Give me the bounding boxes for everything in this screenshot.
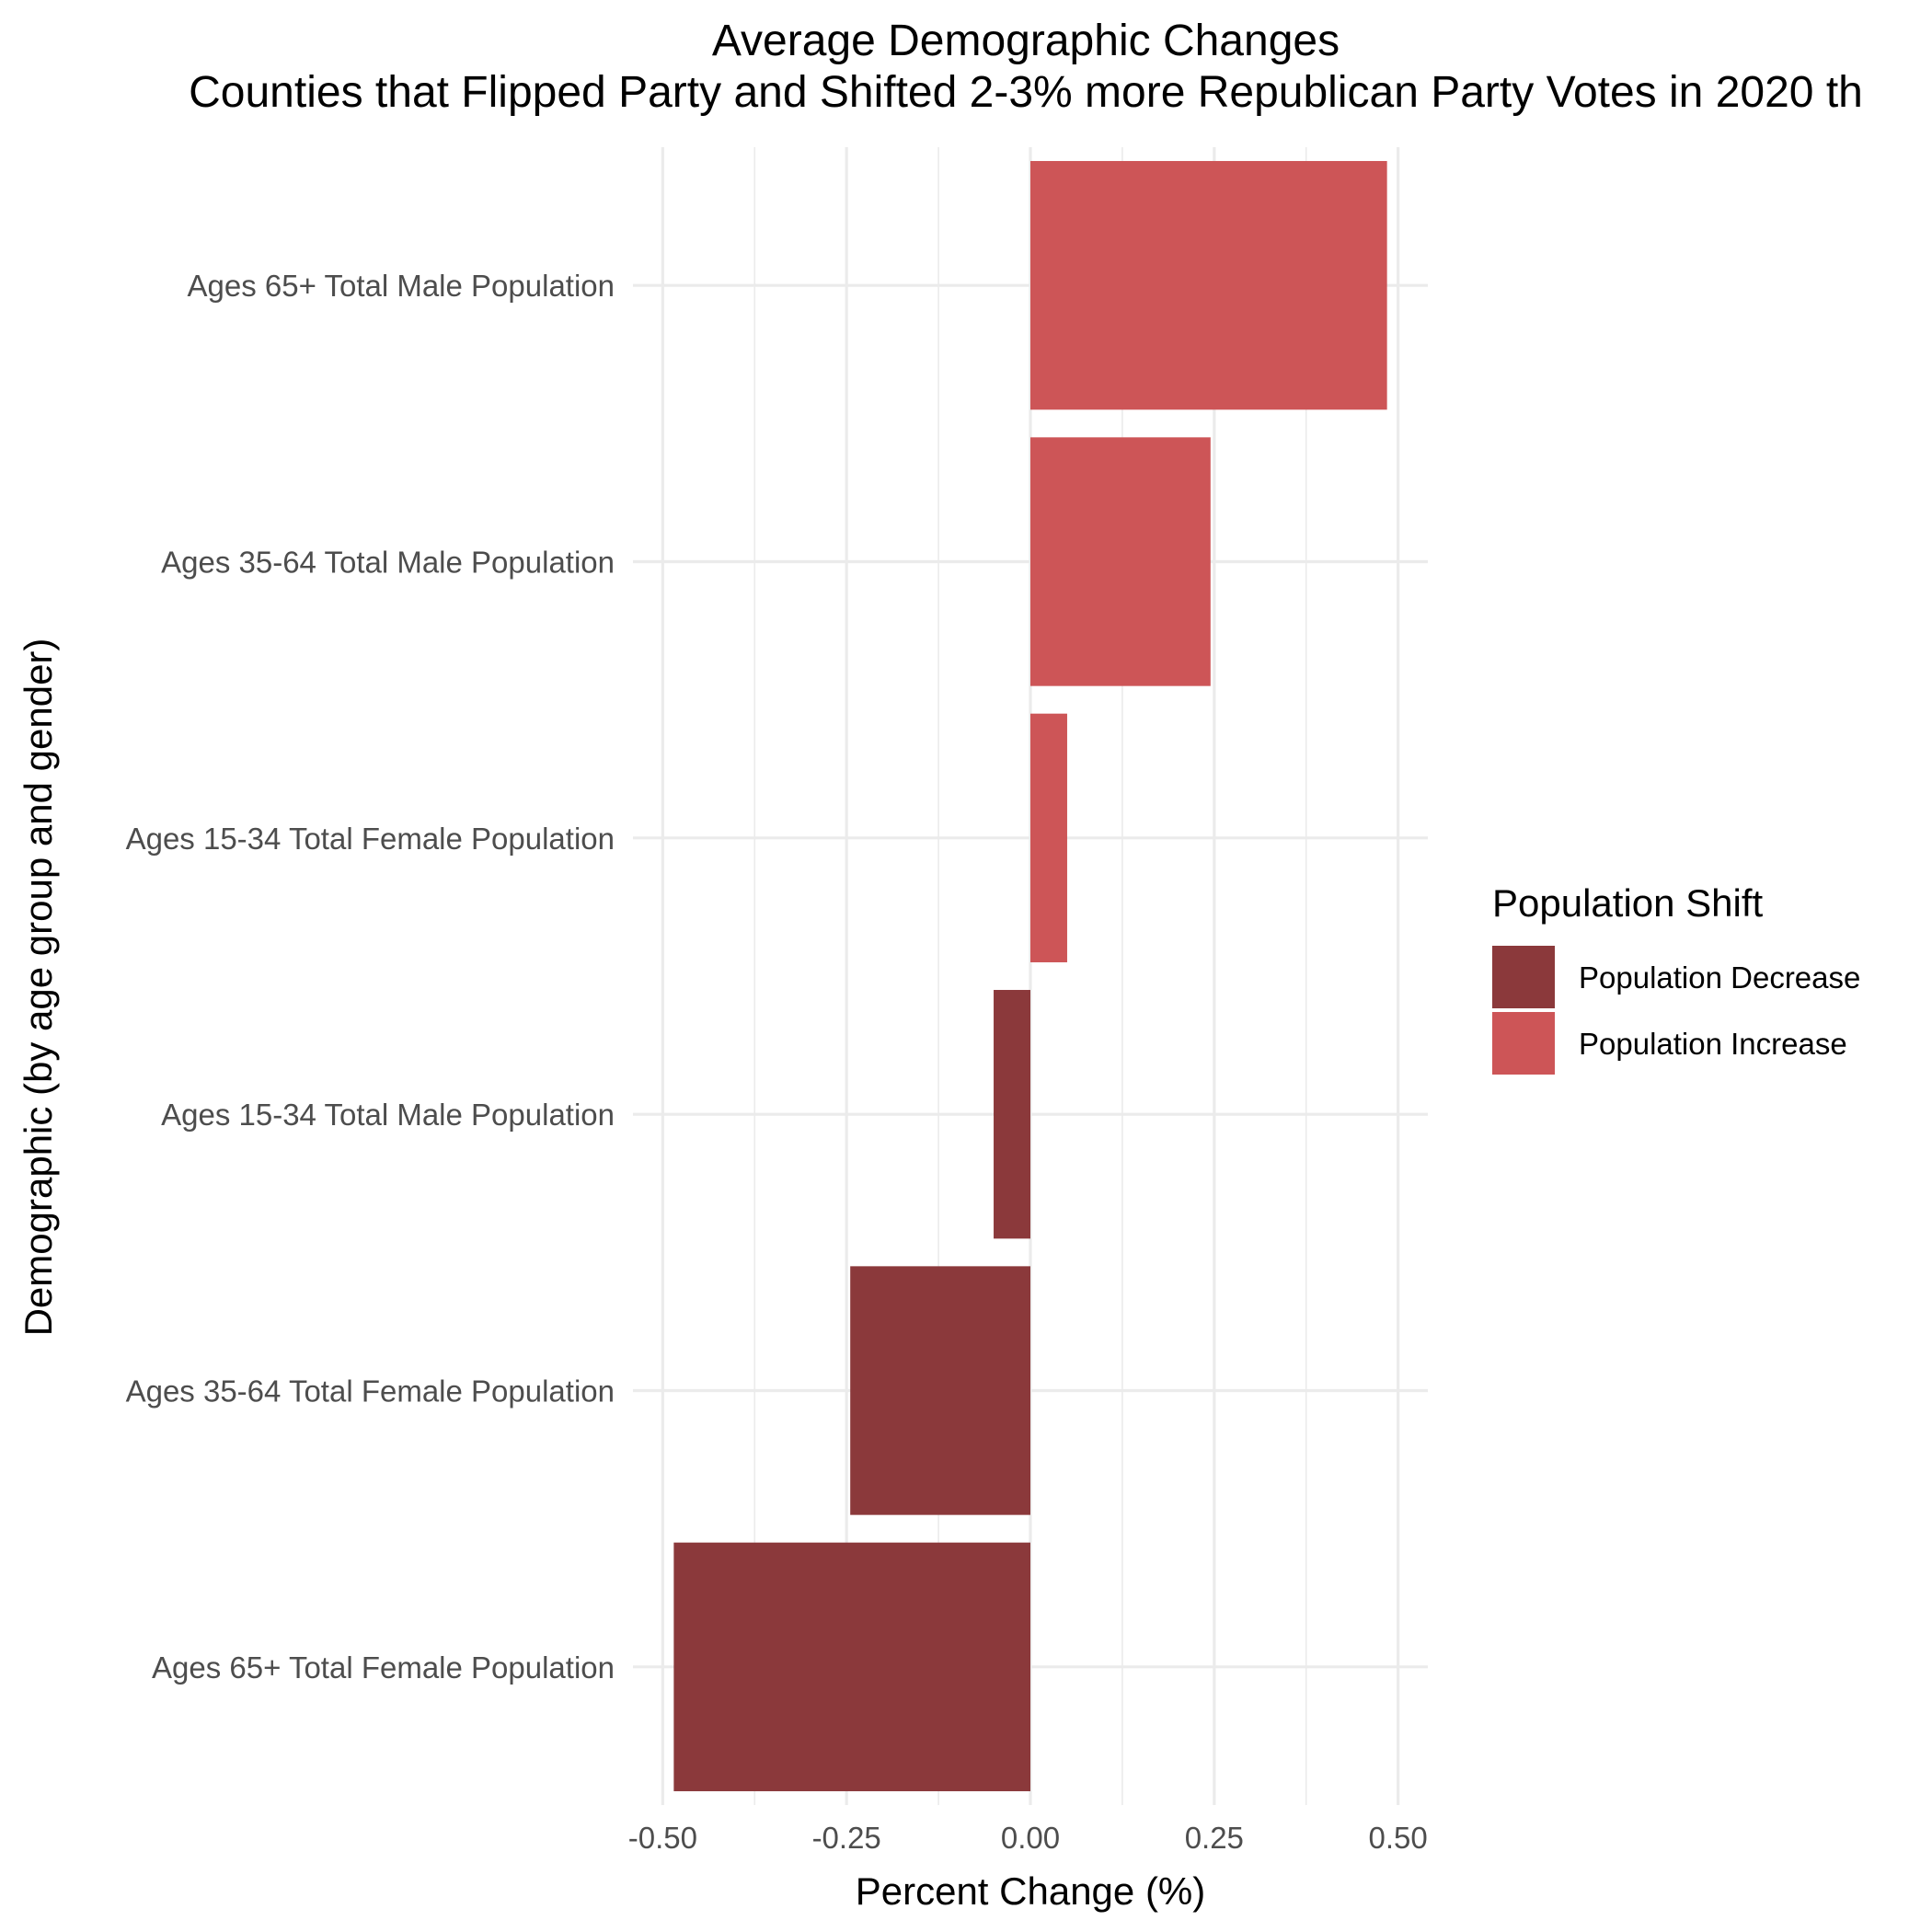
y-axis-title: Demographic (by age group and gender): [17, 638, 60, 1337]
y-tick-label: Ages 15-34 Total Male Population: [161, 1098, 615, 1132]
legend: Population Shift Population DecreasePopu…: [1492, 881, 1860, 1075]
legend-swatch: [1492, 1012, 1555, 1075]
chart-subtitle: Counties that Flipped Party and Shifted …: [189, 68, 1863, 117]
x-tick-label: -0.25: [812, 1821, 881, 1855]
x-tick-label: 0.25: [1185, 1821, 1244, 1855]
x-tick-labels: -0.50 -0.25 0.00 0.25 0.50: [628, 1821, 1428, 1855]
x-tick-label: 0.00: [1001, 1821, 1060, 1855]
y-tick-label: Ages 35-64 Total Female Population: [126, 1374, 615, 1409]
legend-label: Population Decrease: [1579, 960, 1860, 995]
bar: [673, 1542, 1030, 1791]
y-tick-label: Ages 15-34 Total Female Population: [126, 822, 615, 856]
bar: [1030, 161, 1387, 410]
x-tick-label: -0.50: [628, 1821, 697, 1855]
chart-title: Average Demographic Changes: [712, 17, 1340, 65]
x-tick-label: 0.50: [1369, 1821, 1428, 1855]
legend-items: Population Decrease Population Increase: [1492, 946, 1860, 1075]
bar: [994, 990, 1030, 1239]
legend-swatch: [1492, 946, 1555, 1008]
legend-label: Population Increase: [1579, 1027, 1847, 1061]
y-tick-label: Ages 35-64 Total Male Population: [161, 546, 615, 580]
bars: [673, 161, 1387, 1791]
legend-title: Population Shift: [1492, 881, 1764, 925]
bar: [1030, 713, 1067, 962]
y-tick-label: Ages 65+ Total Female Population: [152, 1650, 615, 1685]
bar: [850, 1266, 1030, 1515]
x-axis-title: Percent Change (%): [856, 1869, 1206, 1913]
bar: [1030, 437, 1211, 686]
y-tick-label: Ages 65+ Total Male Population: [188, 269, 615, 303]
y-tick-labels: Ages 65+ Total Male Population Ages 35-64…: [126, 269, 615, 1685]
